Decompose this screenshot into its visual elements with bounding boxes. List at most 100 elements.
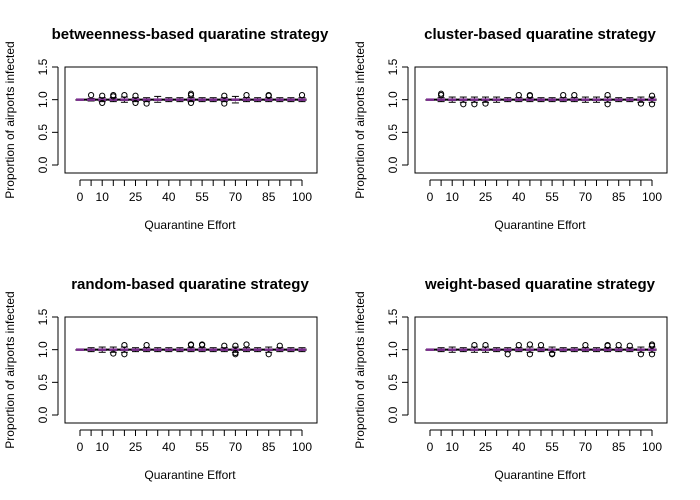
outlier-point: [187, 341, 195, 348]
boxplot: [525, 91, 535, 103]
boxplot: [75, 98, 85, 101]
outlier-point: [143, 100, 150, 107]
x-tick-label: 70: [229, 440, 243, 454]
x-tick-label: 0: [427, 440, 434, 454]
y-axis-label: Proportion of airports infected: [3, 41, 17, 198]
outlier-point: [582, 341, 589, 349]
boxplot: [197, 341, 207, 353]
boxplot: [86, 347, 96, 353]
boxplot: [142, 341, 152, 353]
boxplot: [75, 348, 85, 351]
outlier-point: [121, 341, 128, 349]
panel-title: weight-based quaratine strategy: [424, 276, 656, 293]
boxplot: [175, 347, 185, 353]
boxplot: [153, 347, 163, 353]
x-tick-label: 10: [446, 440, 460, 454]
y-tick-label: 0.5: [36, 374, 50, 391]
x-tick-label: 25: [129, 440, 143, 454]
outlier-point: [526, 341, 534, 348]
x-tick-label: 85: [612, 440, 626, 454]
boxplot: [436, 90, 446, 103]
y-tick-label: 0.0: [36, 406, 50, 423]
outlier-point: [626, 342, 633, 349]
panel-weight: weight-based quaratine strategy 0.0 0.5 1.…: [353, 276, 668, 482]
x-axis-label: Quarantine Effort: [494, 218, 586, 232]
boxplot: [469, 96, 479, 108]
boxplot: [175, 97, 185, 103]
boxplot: [592, 96, 601, 103]
boxplot: [592, 347, 601, 353]
x-axis: 0 10 25 40 55 70 85 100: [427, 179, 662, 204]
boxplot: [447, 346, 457, 353]
outlier-point: [537, 341, 545, 349]
boxplot: [436, 347, 446, 353]
boxplot: [186, 341, 196, 353]
boxplot: [514, 91, 524, 103]
boxplot: [558, 347, 568, 353]
outlier-point: [221, 100, 228, 107]
outlier-point: [482, 341, 489, 349]
outlier-point: [460, 101, 467, 108]
boxplot: [208, 347, 218, 353]
boxplot: [186, 90, 196, 107]
plot-area: [75, 341, 307, 358]
outlier-point: [221, 92, 228, 99]
boxplot: [647, 341, 657, 358]
y-tick-label: 0.5: [386, 124, 400, 141]
boxplot: [230, 95, 240, 104]
y-tick-label: 1.5: [386, 308, 400, 325]
boxplot: [164, 347, 174, 353]
outlier-point: [648, 341, 656, 348]
panel-cluster: cluster-based quaratine strategy 0.0 0.5 1…: [353, 26, 668, 232]
x-axis: 0 10 25 40 55 70 85 100: [77, 179, 312, 204]
outlier-point: [121, 91, 128, 99]
boxplot: [230, 342, 240, 358]
x-tick-label: 40: [512, 440, 526, 454]
y-axis-label: Proportion of airports infected: [3, 291, 17, 448]
boxplot: [119, 91, 129, 103]
outlier-point: [99, 92, 106, 99]
outlier-point: [121, 351, 128, 358]
x-tick-label: 70: [229, 190, 243, 204]
panel-betweenness: betweenness-based quaratine strategy 0.0…: [3, 26, 329, 232]
outlier-point: [232, 349, 239, 357]
outlier-point: [615, 341, 622, 349]
y-tick-label: 1.0: [386, 341, 400, 358]
y-axis-label: Proportion of airports infected: [353, 291, 367, 448]
outlier-point: [604, 101, 611, 108]
outlier-point: [110, 350, 117, 357]
boxplot: [275, 97, 285, 103]
x-axis: 0 10 25 40 55 70 85 100: [427, 429, 662, 454]
boxplot: [242, 91, 251, 103]
boxplot: [569, 347, 579, 353]
outlier-point: [526, 351, 534, 358]
x-tick-label: 85: [612, 190, 626, 204]
outlier-point: [571, 91, 578, 99]
boxplot: [97, 346, 107, 353]
boxplot: [547, 97, 557, 103]
boxplot: [503, 97, 513, 103]
boxplot: [569, 91, 579, 103]
plot-area: [425, 90, 657, 108]
boxplot: [536, 97, 546, 103]
outlier-point: [560, 91, 567, 99]
boxplot: [558, 91, 568, 103]
y-tick-label: 1.0: [36, 341, 50, 358]
boxplot: [547, 346, 557, 358]
x-tick-label: 100: [292, 190, 312, 204]
x-tick-label: 25: [479, 440, 493, 454]
outlier-point: [637, 100, 645, 107]
boxplot: [458, 96, 468, 108]
outlier-point: [637, 351, 645, 358]
outlier-point: [243, 91, 250, 99]
boxplot: [108, 346, 118, 357]
x-tick-label: 40: [162, 190, 176, 204]
boxplot: [219, 92, 229, 107]
outlier-point: [265, 92, 272, 99]
y-tick-label: 0.0: [386, 156, 400, 173]
boxplot: [253, 347, 263, 353]
boxplot: [253, 97, 263, 103]
x-tick-label: 55: [195, 440, 209, 454]
outlier-point: [143, 341, 150, 349]
